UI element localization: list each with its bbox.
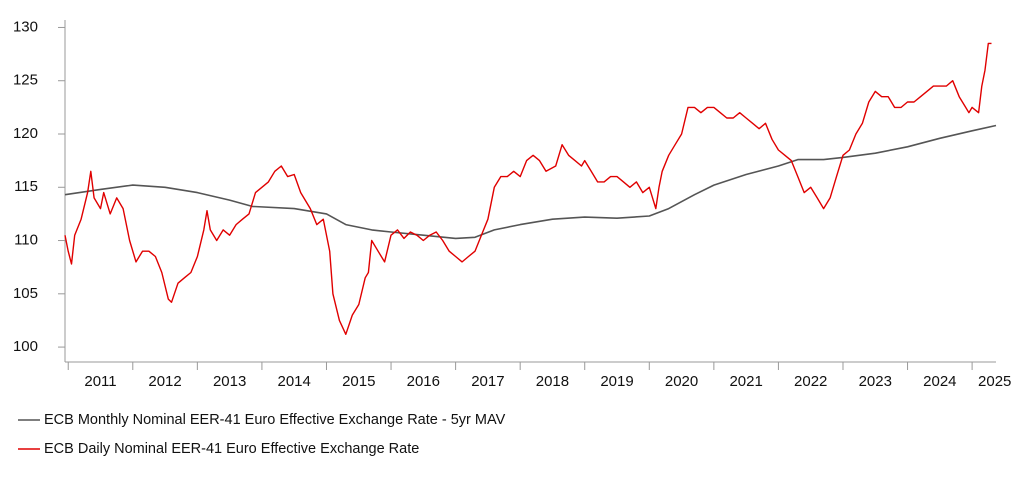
y-tick-label: 100 xyxy=(13,338,38,355)
y-tick-label: 105 xyxy=(13,285,38,302)
x-tick-label: 2025 xyxy=(978,373,1011,390)
y-tick-label: 125 xyxy=(13,72,38,89)
y-tick-label: 130 xyxy=(13,18,38,35)
x-tick-label: 2024 xyxy=(923,373,956,390)
y-tick-label: 110 xyxy=(14,232,38,249)
x-tick-label: 2018 xyxy=(536,373,569,390)
legend-label: ECB Daily Nominal EER-41 Euro Effective … xyxy=(44,441,419,457)
x-tick-label: 2020 xyxy=(665,373,698,390)
x-tick-label: 2016 xyxy=(407,373,440,390)
x-tick-label: 2022 xyxy=(794,373,827,390)
x-tick-label: 2021 xyxy=(729,373,762,390)
x-tick-label: 2015 xyxy=(342,373,375,390)
legend-label: ECB Monthly Nominal EER-41 Euro Effectiv… xyxy=(44,412,506,428)
y-tick-label: 120 xyxy=(13,125,38,142)
series-line xyxy=(64,124,997,240)
x-tick-label: 2014 xyxy=(278,373,311,390)
x-tick-label: 2023 xyxy=(859,373,892,390)
x-tick-label: 2017 xyxy=(471,373,504,390)
x-tick-label: 2012 xyxy=(148,373,181,390)
x-tick-label: 2013 xyxy=(213,373,246,390)
series-line xyxy=(64,42,992,335)
x-tick-label: 2011 xyxy=(84,373,116,390)
x-tick-label: 2019 xyxy=(600,373,633,390)
y-tick-label: 115 xyxy=(14,178,38,195)
